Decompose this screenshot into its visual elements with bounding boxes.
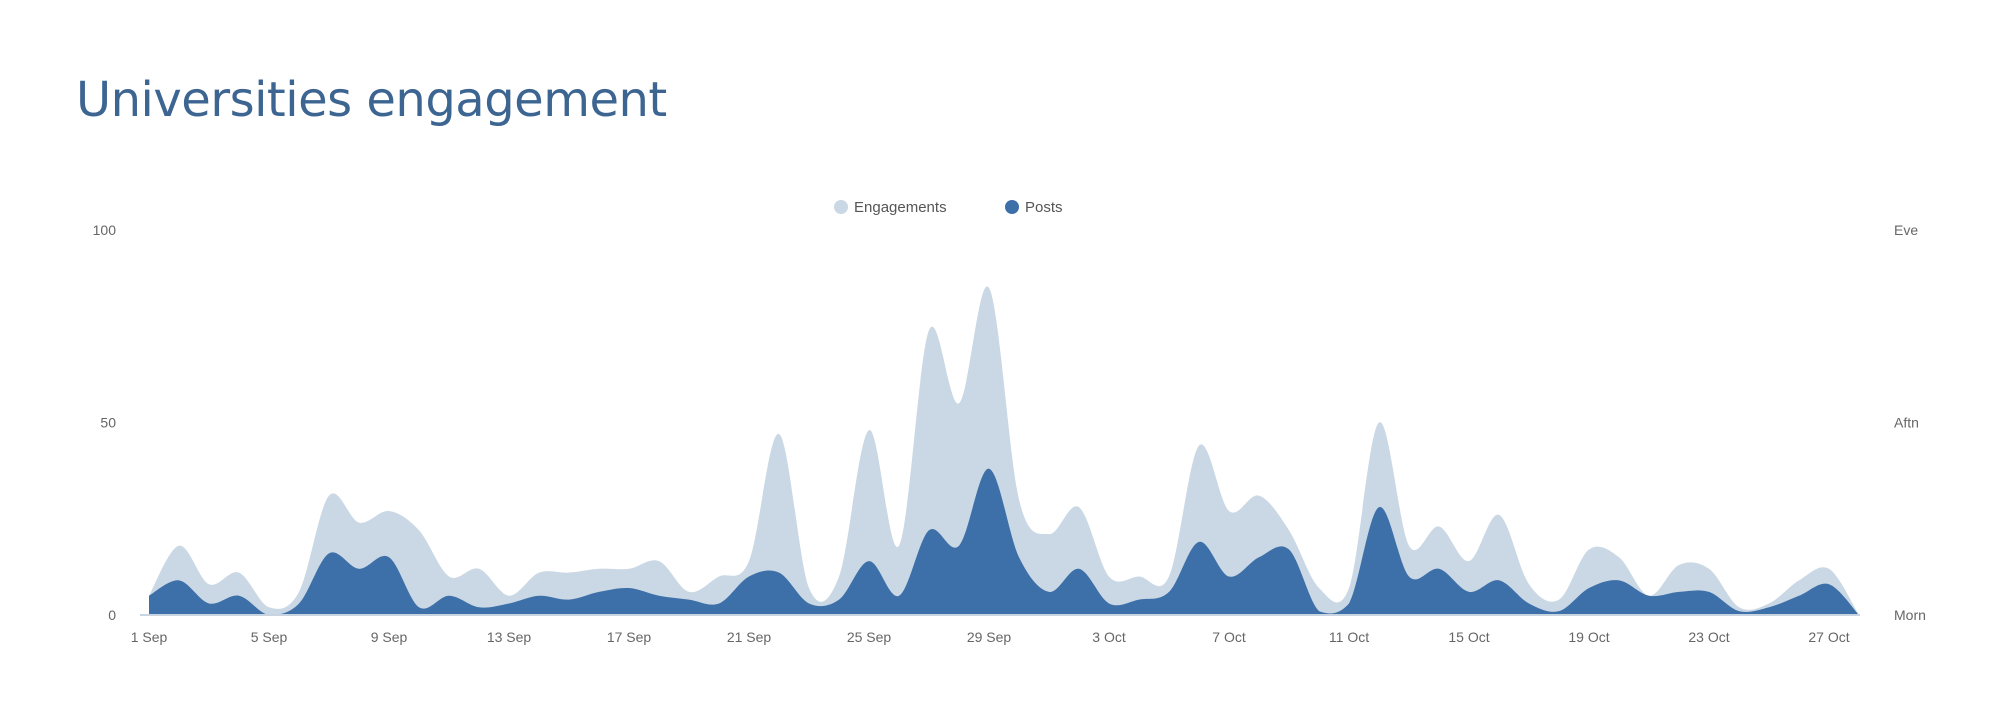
x-tick-label: 3 Oct <box>1092 629 1126 645</box>
area-engagements <box>149 286 1859 615</box>
x-tick-label: 11 Oct <box>1329 629 1369 645</box>
x-tick-label: 27 Oct <box>1808 629 1849 645</box>
x-tick-label: 25 Sep <box>847 629 892 645</box>
right-axis-label: Morn <box>1894 607 1926 623</box>
x-tick-label: 15 Oct <box>1448 629 1489 645</box>
y-tick-label: 50 <box>100 415 116 431</box>
x-tick-label: 7 Oct <box>1212 629 1246 645</box>
legend: Engagements Posts <box>834 199 1063 216</box>
x-tick-label: 19 Oct <box>1568 629 1609 645</box>
x-tick-label: 5 Sep <box>251 629 288 645</box>
area-posts <box>149 468 1859 615</box>
page-title: Universities engagement <box>76 72 667 128</box>
x-tick-label: 29 Sep <box>967 629 1012 645</box>
right-axis-label: Aftn <box>1894 415 1919 431</box>
posts-legend-dot <box>1005 200 1019 214</box>
engagements-legend-dot <box>834 200 848 214</box>
x-tick-label: 13 Sep <box>487 629 532 645</box>
y-tick-label: 100 <box>93 222 117 238</box>
right-axis-label: Eve <box>1894 222 1918 238</box>
x-tick-label: 21 Sep <box>727 629 772 645</box>
x-tick-label: 23 Oct <box>1688 629 1729 645</box>
legend-item-posts[interactable]: Posts <box>1005 199 1063 216</box>
legend-item-engagements[interactable]: Engagements <box>834 199 947 216</box>
legend-label-engagements: Engagements <box>854 199 947 216</box>
x-tick-label: 1 Sep <box>131 629 168 645</box>
legend-label-posts: Posts <box>1025 199 1063 216</box>
y-tick-label: 0 <box>108 607 116 623</box>
x-tick-label: 17 Sep <box>607 629 652 645</box>
x-tick-label: 9 Sep <box>371 629 408 645</box>
